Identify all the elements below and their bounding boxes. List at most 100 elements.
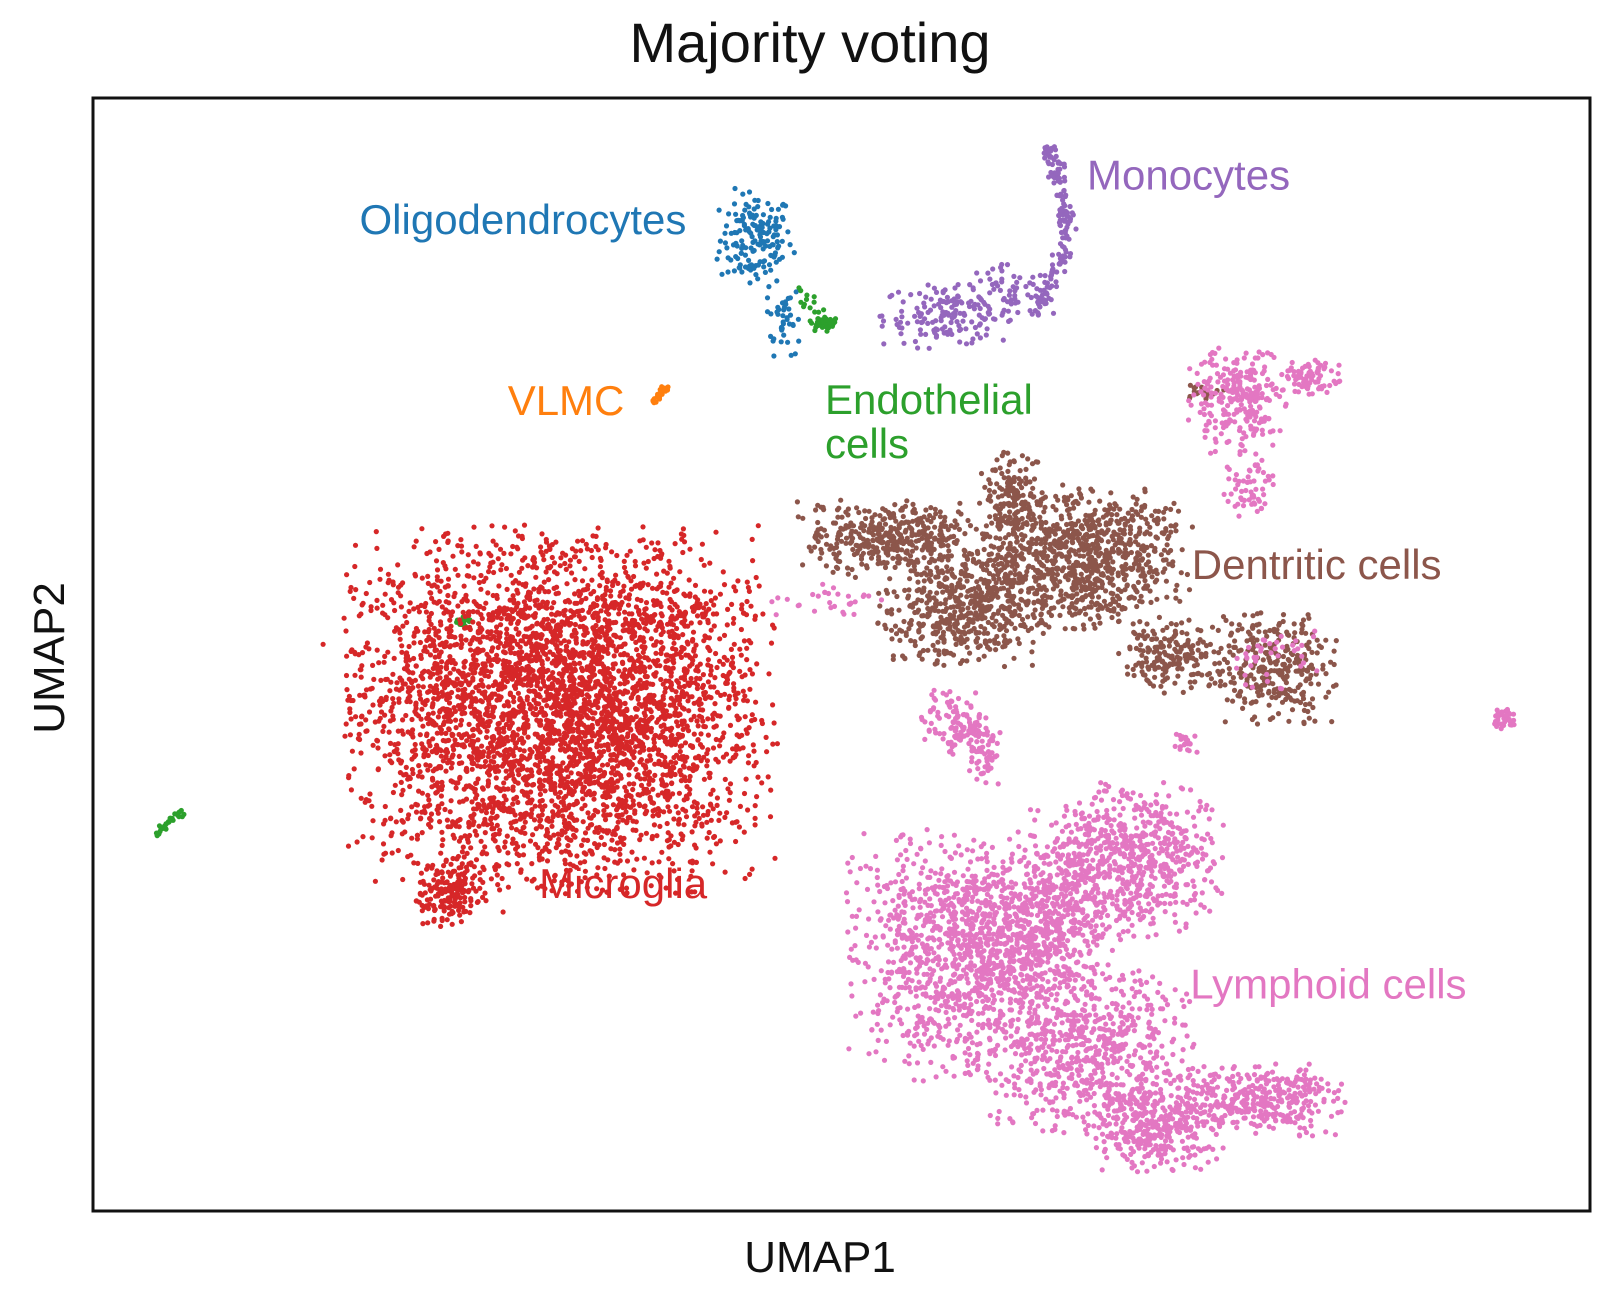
point-microglia — [360, 834, 366, 840]
point-microglia — [529, 861, 535, 867]
point-microglia — [632, 563, 639, 569]
point-microglia — [654, 571, 660, 577]
point-dentritic-cells — [869, 519, 875, 525]
point-monocytes — [945, 310, 951, 316]
point-monocytes — [914, 305, 920, 311]
point-dentritic-cells — [1033, 537, 1040, 543]
point-microglia — [599, 762, 606, 768]
point-monocytes — [989, 281, 996, 288]
point-dentritic-cells — [925, 605, 931, 612]
point-microglia — [482, 830, 488, 836]
point-microglia — [379, 857, 385, 863]
point-monocytes — [1037, 272, 1043, 278]
point-dentritic-cells — [1107, 502, 1113, 508]
point-oligodendrocytes — [764, 295, 771, 301]
point-monocytes — [970, 336, 976, 342]
point-microglia — [577, 660, 583, 666]
point-dentritic-cells — [1007, 515, 1013, 521]
point-dentritic-cells — [1006, 462, 1012, 468]
point-dentritic-cells — [1158, 552, 1164, 558]
point-microglia — [717, 636, 723, 642]
point-monocytes — [1056, 160, 1062, 166]
point-dentritic-cells — [1230, 675, 1236, 681]
point-dentritic-cells — [1050, 586, 1056, 592]
point-dentritic-cells — [1179, 629, 1185, 636]
point-dentritic-cells — [1276, 622, 1282, 628]
point-dentritic-cells — [973, 526, 979, 532]
point-monocytes — [939, 312, 945, 318]
point-dentritic-cells — [859, 520, 865, 527]
point-dentritic-cells — [1101, 598, 1107, 604]
point-dentritic-cells — [1075, 518, 1081, 524]
point-microglia — [497, 752, 503, 758]
point-monocytes — [1036, 300, 1042, 306]
point-dentritic-cells — [945, 568, 951, 574]
point-dentritic-cells — [1135, 511, 1141, 517]
point-dentritic-cells — [1150, 569, 1156, 575]
point-microglia — [601, 841, 608, 848]
point-dentritic-cells — [1153, 636, 1160, 642]
point-microglia — [610, 802, 617, 808]
point-dentritic-cells — [1212, 661, 1218, 667]
point-microglia — [448, 798, 454, 804]
point-oligodendrocytes — [747, 280, 753, 286]
point-dentritic-cells — [1148, 543, 1154, 549]
point-dentritic-cells — [1129, 506, 1135, 513]
point-microglia — [534, 755, 540, 761]
point-microglia — [386, 729, 392, 735]
point-monocytes — [999, 276, 1005, 282]
point-dentritic-cells — [1124, 552, 1130, 558]
point-dentritic-cells — [1171, 523, 1178, 529]
point-dentritic-cells — [1030, 485, 1036, 491]
point-oligodendrocytes — [769, 206, 775, 213]
point-dentritic-cells — [1217, 683, 1223, 689]
point-dentritic-cells — [967, 587, 973, 593]
point-dentritic-cells — [1054, 571, 1060, 578]
point-microglia — [465, 563, 471, 569]
point-dentritic-cells — [1096, 517, 1102, 523]
point-dentritic-cells — [1223, 617, 1229, 624]
point-monocytes — [955, 282, 961, 288]
point-dentritic-cells — [1031, 476, 1038, 482]
point-dentritic-cells — [1033, 459, 1039, 465]
point-dentritic-cells — [1309, 649, 1315, 656]
point-dentritic-cells — [1153, 648, 1159, 654]
point-monocytes — [960, 318, 966, 324]
point-microglia — [574, 853, 580, 859]
point-monocytes — [1050, 173, 1056, 179]
point-dentritic-cells — [1029, 526, 1036, 532]
point-microglia — [397, 636, 403, 642]
point-dentritic-cells — [1163, 557, 1169, 563]
point-dentritic-cells — [904, 498, 910, 504]
point-dentritic-cells — [887, 576, 893, 582]
point-dentritic-cells — [1137, 529, 1143, 535]
point-endothelial-cells — [815, 316, 821, 322]
point-dentritic-cells — [1125, 510, 1131, 516]
point-microglia — [505, 850, 511, 856]
point-dentritic-cells — [1236, 622, 1242, 628]
point-dentritic-cells — [869, 549, 875, 555]
point-microglia — [419, 575, 425, 581]
point-dentritic-cells — [983, 523, 990, 529]
point-microglia — [458, 644, 464, 651]
point-monocytes — [974, 270, 980, 276]
point-dentritic-cells — [1248, 672, 1254, 678]
point-dentritic-cells — [1059, 516, 1065, 522]
point-dentritic-cells — [1014, 563, 1020, 569]
point-dentritic-cells — [858, 543, 864, 549]
point-microglia — [687, 546, 693, 552]
point-oligodendrocytes — [785, 229, 791, 235]
point-dentritic-cells — [1193, 657, 1199, 663]
point-microglia — [370, 662, 376, 669]
point-dentritic-cells — [898, 532, 904, 538]
point-microglia — [494, 872, 500, 878]
point-dentritic-cells — [962, 564, 968, 570]
point-oligodendrocytes — [766, 284, 772, 290]
point-dentritic-cells — [1065, 593, 1071, 599]
point-dentritic-cells — [1302, 701, 1309, 708]
point-microglia — [477, 870, 483, 876]
point-endothelial-cells — [807, 305, 813, 311]
point-dentritic-cells — [1095, 613, 1101, 619]
point-monocytes — [956, 323, 962, 329]
point-dentritic-cells — [1260, 657, 1266, 663]
